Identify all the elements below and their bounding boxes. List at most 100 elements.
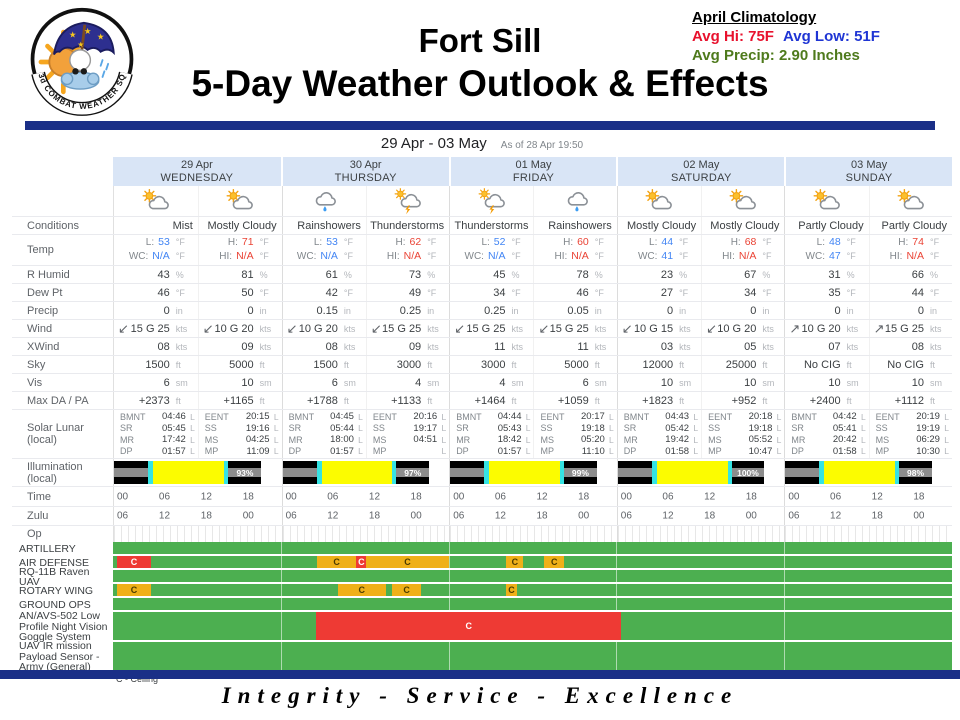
row-r_humid: R Humid 43% 81% 61% 73% 45% 78% 23% 67% 31% 66% [12, 265, 952, 283]
precip-cell: 0 in [834, 304, 854, 317]
row-label: Vis [27, 376, 43, 389]
row-temp: Temp L: 53 °F WC: N/A °F H: 71 °F HI: N/A °F L: 53 °F WC… [12, 234, 952, 265]
zulu-tick: 12 [830, 510, 842, 522]
avg-precip: Avg Precip: 2.90 Inches [692, 47, 860, 64]
precip-cell: 0.05 in [533, 302, 616, 319]
zulu-tick: 06 [620, 510, 632, 522]
page-title: Fort Sill [418, 22, 542, 59]
r_humid-cell: 31% [828, 268, 855, 281]
time-tick: 06 [327, 491, 339, 502]
legend-ceiling: C - Ceiling [116, 674, 159, 684]
footer-divider-bar [0, 670, 960, 679]
impact-block: C [366, 556, 449, 568]
day-name: THURSDAY [334, 172, 397, 184]
r_humid-cell: 66% [868, 266, 952, 283]
time-tick: 18 [410, 491, 422, 502]
rain-icon [315, 191, 337, 211]
precip-cell: 0 in [163, 304, 183, 317]
solar-cell: EENT 20:17 L SS 19:18 L MS 05:20 L MP 11:10 L [533, 410, 616, 458]
title-block: Fort Sill 5-Day Weather Outlook & Effect… [140, 0, 820, 105]
row-label: Dew Pt [27, 286, 63, 299]
zulu-tick: 06 [788, 510, 800, 522]
solar-cell: EENT 20:16 L SS 19:17 L MS 04:51 L MP L [365, 410, 449, 458]
svg-text:★: ★ [77, 40, 84, 49]
squadron-logo: ★ ★ ★ ★ 3d COMBAT WEATHER SQ [30, 7, 134, 116]
dew_pt-cell: 34 °F [493, 286, 521, 299]
precip-cell: 0 in [666, 304, 687, 317]
wind-direction-arrow: ↙ [118, 321, 129, 336]
sky-cell: 5000 ft [533, 356, 616, 373]
temp-cell: L: 44 °F WC: 41 °F [637, 236, 689, 262]
row-op: Op [12, 525, 952, 542]
row-label: Wind [27, 322, 53, 335]
wind-cell: ↙ 10 G 20 kts [286, 321, 356, 336]
row-label: Op [27, 528, 42, 540]
ops-timeline [113, 598, 952, 610]
thunderstorm-icon [394, 187, 421, 214]
solar-cell: EENT 20:15 L SS 19:16 L MS 04:25 L MP 11:09 L [197, 410, 282, 458]
wind-cell: ↙ 10 G 20 kts [197, 320, 282, 337]
temp-cell: H: 62 °F HI: N/A °F [365, 235, 449, 265]
wind-direction-arrow: ↙ [370, 321, 382, 336]
time-tick: 12 [704, 491, 716, 502]
day-name: WEDNESDAY [160, 172, 234, 184]
zulu-tick: 00 [242, 510, 254, 522]
r_humid-cell: 67% [701, 266, 784, 283]
header-divider-bar [25, 121, 935, 130]
day-header-row: 29 Apr WEDNESDAY 30 Apr THURSDAY 01 May FRIDA… [12, 157, 952, 186]
dew_pt-cell: 46 °F [157, 286, 185, 299]
page-subtitle: 5-Day Weather Outlook & Effects [191, 63, 769, 104]
xwind-cell: 08 kts [157, 340, 188, 353]
zulu-tick: 12 [327, 510, 339, 522]
ops-row-label: AIR DEFENSE [19, 556, 90, 569]
wind-cell: ↙ 15 G 25 kts [118, 321, 188, 336]
ops-row-air-defense: AIR DEFENSE C C C C C C [12, 556, 952, 570]
vis-cell: 6 sm [331, 376, 356, 389]
precip-cell: 0 in [701, 302, 784, 319]
zulu-tick: 06 [285, 510, 297, 522]
max_dapa-cell: +1165 ft [197, 392, 282, 409]
dew_pt-cell: 42 °F [325, 286, 353, 299]
illumination-percent: 99% [571, 467, 589, 478]
r_humid-cell: 78% [533, 266, 616, 283]
sky-cell: 3000 ft [481, 358, 517, 371]
time-tick: 18 [913, 491, 925, 502]
row-label: Temp [27, 244, 54, 256]
wind-direction-arrow: ↙ [538, 321, 550, 336]
thunderstorm-icon [478, 187, 505, 214]
precip-cell: 0 in [868, 302, 952, 319]
sky-cell: No CIG ft [803, 358, 852, 371]
forecast-panel: 29 Apr - 03 May As of 28 Apr 19:50 29 Apr… [12, 133, 952, 686]
ops-row-rq-11b-raven-uav: RQ-11B Raven UAV [12, 566, 952, 587]
xwind-cell: 09 kts [197, 338, 282, 355]
wind-cell: ↙ 15 G 25 kts [365, 320, 449, 337]
time-tick: 00 [620, 491, 632, 502]
date-header: 29 Apr - 03 May As of 28 Apr 19:50 [12, 133, 952, 157]
wind-direction-arrow: ↗ [789, 321, 801, 336]
temp-cell: H: 71 °F HI: N/A °F [197, 235, 282, 265]
temp-cell: L: 53 °F WC: N/A °F [296, 236, 353, 262]
wind-cell: ↗ 15 G 25 kts [868, 320, 952, 337]
row-label: R Humid [27, 268, 70, 281]
xwind-cell: 08 kts [325, 340, 356, 353]
climatology-temps: Avg Hi: 75F Avg Low: 51F [692, 27, 942, 46]
temp-cell: L: 52 °F WC: N/A °F [464, 236, 521, 262]
condition-cell: Mostly Cloudy [701, 217, 784, 234]
rain-icon [567, 191, 588, 211]
solar-cell: EENT 20:19 L SS 19:19 L MS 06:29 L MP 10:30 L [868, 410, 952, 458]
day-header: 30 Apr THURSDAY [280, 157, 449, 186]
ops-timeline [113, 642, 952, 670]
slide-header: ★ ★ ★ ★ 3d COMBAT WEATHER SQ [0, 0, 960, 121]
ops-row-rotary-wing: ROTARY WING C C C C [12, 584, 952, 598]
ops-row-artillery: ARTILLERY [12, 542, 952, 556]
max_dapa-cell: +952 ft [701, 392, 784, 409]
max_dapa-cell: +1788 ft [306, 394, 349, 407]
illumination-bar: 99% [450, 461, 617, 484]
zulu-tick: 00 [913, 510, 925, 522]
time-tick: 18 [242, 491, 254, 502]
day-header: 03 May SUNDAY [784, 157, 952, 186]
precip-cell: 0.25 in [484, 304, 519, 317]
max_dapa-cell: +2400 ft [809, 394, 852, 407]
sky-cell: 1500 ft [313, 358, 349, 371]
precip-cell: 0 in [197, 302, 282, 319]
